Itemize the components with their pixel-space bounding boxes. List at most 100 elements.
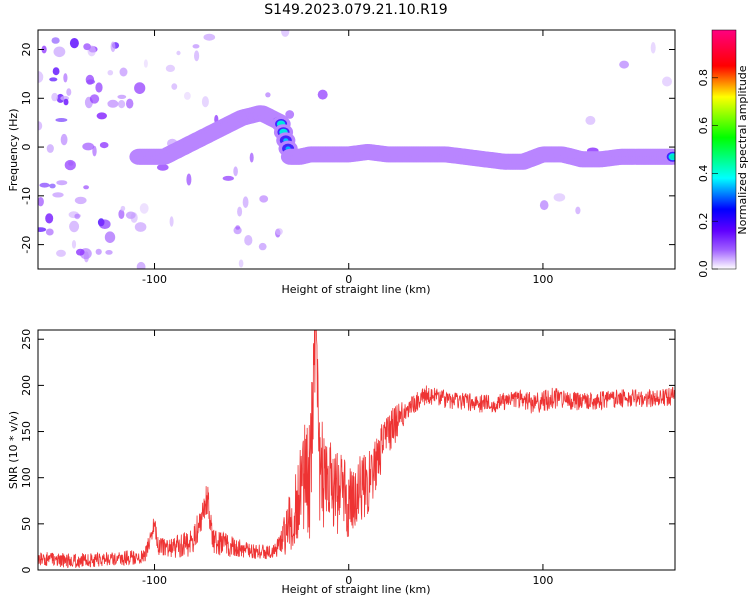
noise-blob bbox=[46, 144, 54, 153]
noise-blob bbox=[83, 43, 91, 51]
noise-blob bbox=[52, 67, 60, 76]
noise-blob bbox=[157, 164, 169, 171]
colorbar-tick-label: 0.6 bbox=[697, 117, 710, 135]
colorbar-label: Normalized spectral amplitude bbox=[736, 65, 749, 234]
noise-blob bbox=[49, 77, 58, 82]
noise-blob bbox=[169, 216, 174, 227]
noise-blob bbox=[222, 175, 234, 181]
snr-ticks: -100 0 100 0 50 100 150 200 250 bbox=[20, 329, 675, 587]
noise-blob bbox=[105, 250, 113, 255]
noise-blob bbox=[134, 82, 146, 94]
y-tick-label: 150 bbox=[20, 421, 33, 442]
noise-blob bbox=[265, 92, 271, 98]
y-tick-label: -20 bbox=[20, 236, 33, 254]
noise-blob bbox=[139, 203, 149, 214]
y-tick-label: 20 bbox=[20, 43, 33, 57]
colorbar-gradient bbox=[711, 29, 737, 270]
noise-blob bbox=[553, 193, 566, 202]
noise-blob bbox=[38, 227, 47, 232]
noise-blob bbox=[53, 46, 66, 58]
noise-blob bbox=[38, 71, 44, 83]
noise-blob bbox=[56, 249, 66, 257]
noise-blob bbox=[194, 50, 200, 62]
x-tick-label: 0 bbox=[345, 273, 352, 286]
spectrogram-marks bbox=[38, 30, 675, 269]
noise-blob bbox=[110, 41, 116, 53]
noise-blob bbox=[85, 74, 95, 85]
snr-y-axis-label: SNR (10 * v/v) bbox=[7, 411, 20, 489]
noise-blob bbox=[258, 242, 267, 251]
noise-blob bbox=[38, 197, 44, 207]
noise-blob bbox=[126, 98, 134, 109]
noise-blob bbox=[51, 92, 59, 102]
noise-blob bbox=[95, 82, 103, 93]
noise-blob bbox=[95, 248, 102, 255]
noise-blob bbox=[45, 228, 54, 236]
noise-blob bbox=[104, 231, 116, 243]
snr-series-line bbox=[38, 330, 675, 569]
noise-blob bbox=[186, 173, 192, 186]
noise-blob bbox=[184, 91, 191, 100]
y-tick-label: 250 bbox=[20, 329, 33, 350]
noise-blob bbox=[575, 206, 581, 215]
noise-blob bbox=[201, 96, 209, 108]
noise-blob bbox=[136, 261, 146, 269]
y-tick-label: 0 bbox=[20, 144, 33, 151]
noise-blob bbox=[259, 195, 269, 203]
noise-blob bbox=[662, 76, 672, 87]
noise-blob bbox=[171, 83, 178, 90]
noise-blob bbox=[39, 182, 50, 188]
noise-blob bbox=[76, 248, 85, 256]
ridge-cell bbox=[670, 154, 675, 159]
noise-blob bbox=[585, 115, 596, 125]
colorbar-tick-label: 0.0 bbox=[697, 260, 710, 278]
noise-blob bbox=[64, 159, 76, 171]
noise-blob bbox=[317, 89, 328, 100]
noise-blob bbox=[63, 98, 69, 106]
noise-blob bbox=[650, 42, 656, 54]
colorbar-tick-label: 0.4 bbox=[697, 165, 710, 183]
noise-blob bbox=[238, 259, 244, 268]
y-tick-label: -10 bbox=[20, 187, 33, 205]
noise-blob bbox=[83, 185, 89, 190]
y-tick-label: 10 bbox=[20, 91, 33, 105]
noise-blob bbox=[619, 60, 629, 69]
y-tick-label: 100 bbox=[20, 467, 33, 488]
noise-blob bbox=[89, 94, 100, 104]
y-tick-label: 0 bbox=[20, 567, 33, 574]
noise-blob bbox=[237, 206, 243, 217]
x-tick-label: 0 bbox=[345, 574, 352, 587]
noise-blob bbox=[69, 38, 79, 49]
noise-blob bbox=[119, 67, 128, 77]
colorbar: 0.0 0.2 0.4 0.6 0.8 Normalized spectral ampl… bbox=[697, 29, 749, 278]
figure-title: S149.2023.079.21.10.R19 bbox=[264, 2, 447, 18]
noise-blob bbox=[233, 166, 238, 177]
noise-blob bbox=[60, 133, 68, 146]
noise-blob bbox=[52, 192, 64, 198]
colorbar-ticks: 0.0 0.2 0.4 0.6 0.8 bbox=[697, 69, 718, 278]
colorbar-tick-label: 0.2 bbox=[697, 212, 710, 230]
snr-x-axis-label: Height of straight line (km) bbox=[281, 583, 430, 596]
x-tick-label: -100 bbox=[142, 273, 167, 286]
spectrogram-frame bbox=[37, 29, 676, 270]
noise-blob bbox=[107, 99, 119, 108]
noise-blob bbox=[99, 142, 109, 149]
noise-blob bbox=[74, 213, 80, 220]
y-tick-label: 50 bbox=[20, 517, 33, 531]
noise-blob bbox=[203, 33, 216, 41]
noise-blob bbox=[92, 145, 97, 157]
noise-blob bbox=[96, 112, 108, 120]
noise-blob bbox=[539, 200, 549, 211]
noise-blob bbox=[56, 180, 68, 186]
noise-blob bbox=[165, 64, 175, 72]
noise-blob bbox=[118, 209, 125, 219]
noise-blob bbox=[71, 240, 77, 249]
noise-blob bbox=[125, 211, 136, 219]
noise-blob bbox=[99, 219, 111, 229]
noise-blob bbox=[55, 118, 68, 122]
noise-blob bbox=[69, 220, 80, 233]
noise-blob bbox=[45, 213, 54, 224]
noise-blob bbox=[134, 222, 147, 232]
noise-blob bbox=[143, 59, 148, 68]
